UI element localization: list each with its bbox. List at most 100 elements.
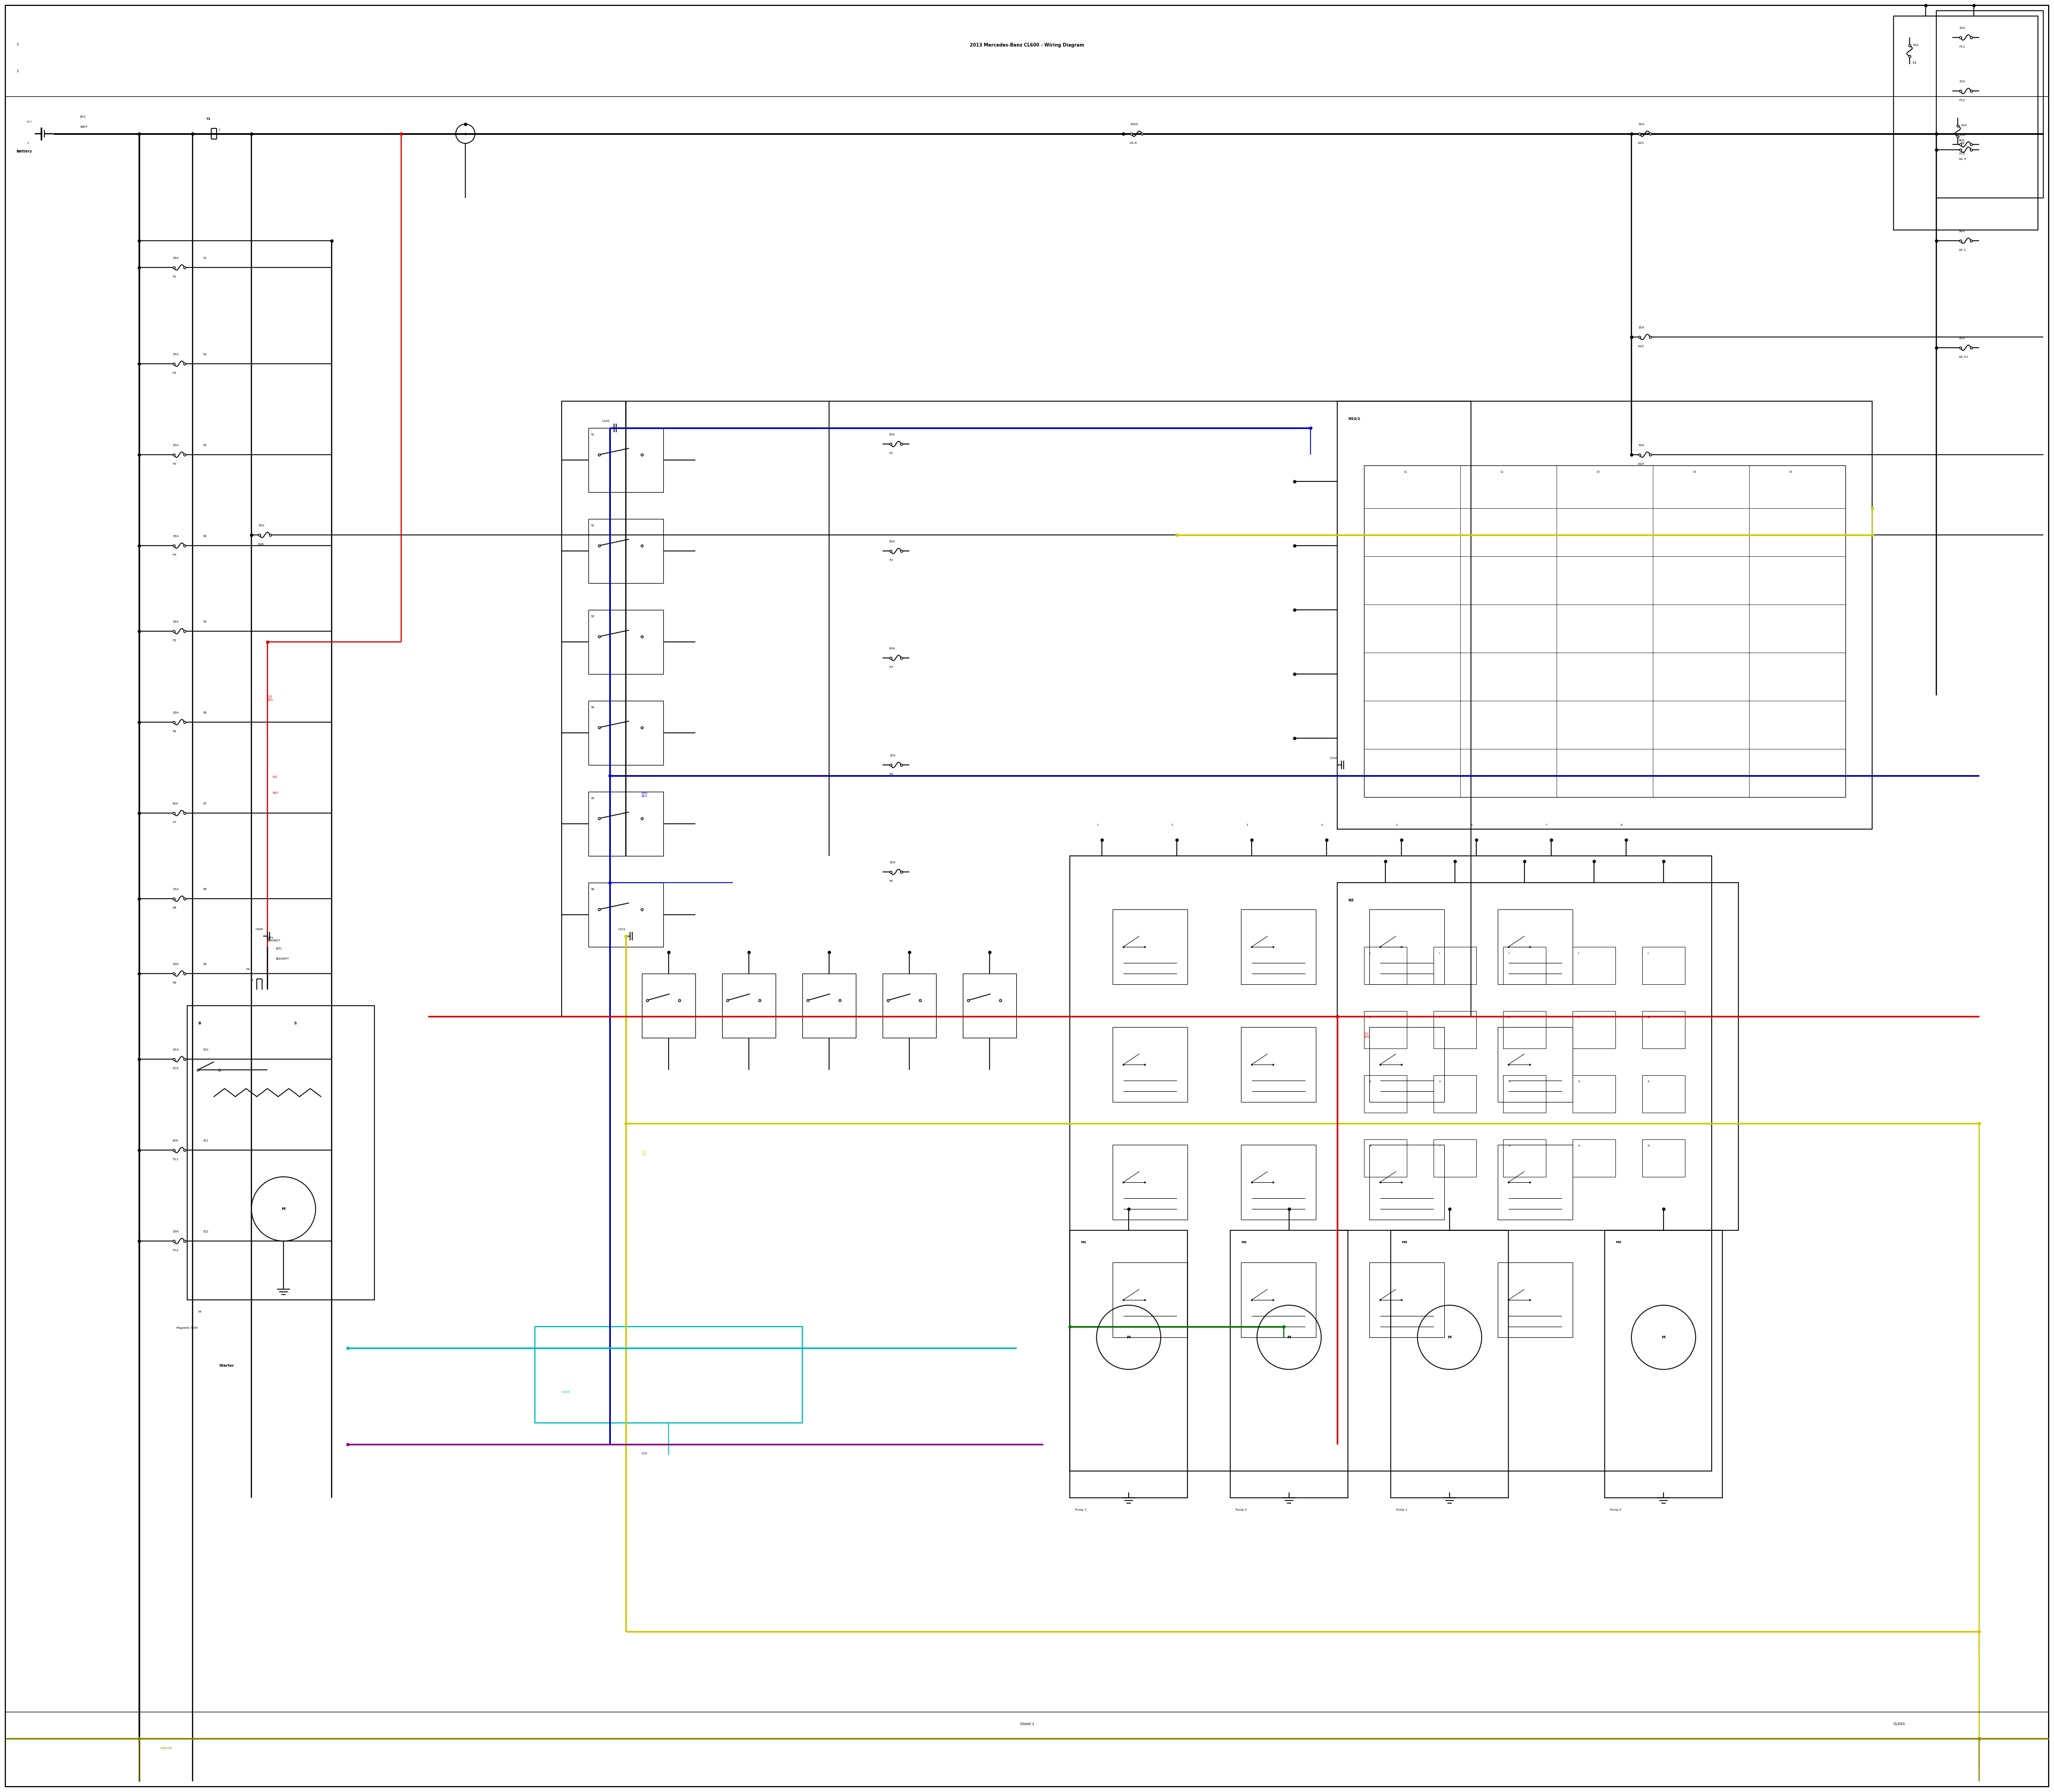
Text: 11: 11 [1370, 1081, 1372, 1082]
Text: 100A: 100A [1130, 124, 1138, 125]
Text: 15A: 15A [1960, 81, 1966, 82]
Text: WHT: WHT [80, 125, 88, 129]
Bar [963, 973, 1017, 1038]
Text: CL600: CL600 [1894, 1722, 1906, 1726]
Text: T4: T4 [246, 968, 251, 971]
Text: C100: C100 [602, 419, 610, 423]
Text: 16: 16 [1370, 1145, 1372, 1147]
Text: 25A: 25A [889, 539, 896, 543]
Bar [1337, 401, 1871, 830]
Bar [1497, 1027, 1573, 1102]
Text: S5: S5 [203, 620, 207, 624]
Bar [1497, 1145, 1573, 1220]
Text: M: M [1662, 1335, 1666, 1339]
Bar [1504, 1011, 1547, 1048]
Bar [1573, 946, 1614, 984]
Text: S9: S9 [203, 962, 207, 966]
Bar [1641, 946, 1684, 984]
Text: 1: 1 [16, 43, 18, 47]
Text: 10A: 10A [173, 711, 179, 715]
Text: S: S [294, 1021, 298, 1025]
Bar [1504, 946, 1547, 984]
Bar [1641, 1140, 1684, 1177]
Text: 60A: 60A [1960, 140, 1966, 142]
Bar [1337, 883, 1738, 1231]
Text: F9: F9 [173, 982, 177, 984]
Bar [1434, 1011, 1477, 1048]
Bar [1641, 1011, 1684, 1048]
Bar [1434, 1075, 1477, 1113]
Text: 19: 19 [1577, 1145, 1582, 1147]
Text: F11: F11 [173, 1158, 179, 1161]
Text: C3: C3 [1596, 471, 1600, 473]
Text: 1: 1 [16, 70, 18, 73]
Text: S2: S2 [592, 525, 596, 527]
Text: C2: C2 [1499, 471, 1504, 473]
Bar [1070, 1231, 1187, 1498]
Text: 15: 15 [1647, 1081, 1649, 1082]
Text: M: M [1128, 1335, 1130, 1339]
Text: 15A: 15A [173, 1048, 179, 1052]
Text: 10A: 10A [1960, 124, 1968, 127]
Text: 15A: 15A [173, 353, 179, 357]
Text: Starter: Starter [220, 1364, 234, 1367]
Bar [1370, 1262, 1444, 1337]
Text: 10A: 10A [1637, 444, 1645, 446]
Text: [EJ]
RED: [EJ] RED [267, 695, 273, 701]
Text: Pump 1: Pump 1 [1074, 1509, 1087, 1511]
Text: T1: T1 [205, 118, 210, 120]
Text: 20A: 20A [889, 647, 896, 650]
Text: C408: C408 [255, 928, 263, 930]
Bar [1370, 909, 1444, 984]
Text: M: M [281, 1208, 286, 1211]
Text: S8: S8 [203, 889, 207, 891]
Bar [587, 520, 663, 582]
Text: RED: RED [273, 792, 279, 794]
Text: [EI]: [EI] [80, 115, 86, 118]
Bar [1113, 1262, 1187, 1337]
Text: A16: A16 [259, 543, 265, 545]
Text: BLK/WHT: BLK/WHT [275, 957, 290, 961]
Text: Battery: Battery [16, 151, 33, 152]
Text: C102: C102 [1329, 756, 1337, 760]
Bar [1364, 1075, 1407, 1113]
Text: A2-11: A2-11 [1960, 357, 1968, 358]
Text: [FK]
BLU: [FK] BLU [641, 792, 647, 797]
Text: 15A: 15A [1960, 27, 1966, 29]
Text: S5: S5 [592, 797, 596, 799]
Text: M1: M1 [1080, 1242, 1087, 1244]
Text: 17: 17 [1440, 1145, 1442, 1147]
Bar [1364, 1140, 1407, 1177]
Text: S10: S10 [203, 1048, 210, 1052]
Text: F5: F5 [889, 880, 893, 883]
Text: F8: F8 [173, 907, 177, 909]
Text: 13: 13 [1508, 1081, 1512, 1082]
Text: 15A: 15A [173, 536, 179, 538]
Bar [1504, 1075, 1547, 1113]
Text: M4: M4 [1614, 1242, 1621, 1244]
Text: Sheet 1: Sheet 1 [1021, 1722, 1033, 1726]
Text: A21: A21 [1637, 142, 1645, 145]
Text: S2: S2 [203, 353, 207, 357]
Bar [1894, 16, 2038, 229]
Text: F6: F6 [173, 729, 177, 733]
Text: 10A: 10A [173, 962, 179, 966]
Text: B: B [197, 1021, 201, 1025]
Text: 10: 10 [1647, 1016, 1649, 1018]
Text: S4: S4 [592, 706, 596, 710]
Bar [1230, 1231, 1347, 1498]
Bar [534, 1326, 803, 1423]
Text: A1-6: A1-6 [1130, 142, 1138, 145]
Text: F1: F1 [889, 452, 893, 455]
Text: 15A: 15A [1637, 124, 1645, 125]
Bar [1604, 1231, 1723, 1498]
Bar [1241, 1145, 1317, 1220]
Text: 2013 Mercedes-Benz CL600 - Wiring Diagram: 2013 Mercedes-Benz CL600 - Wiring Diagra… [969, 43, 1085, 48]
Text: A2-1: A2-1 [1960, 249, 1966, 251]
Text: 15A: 15A [173, 889, 179, 891]
Bar [1364, 946, 1407, 984]
Text: M: M [1288, 1335, 1290, 1339]
Text: 50A: 50A [1960, 229, 1966, 233]
Text: [CI]
YEL: [CI] YEL [641, 1150, 647, 1156]
Text: 14: 14 [1577, 1081, 1582, 1082]
